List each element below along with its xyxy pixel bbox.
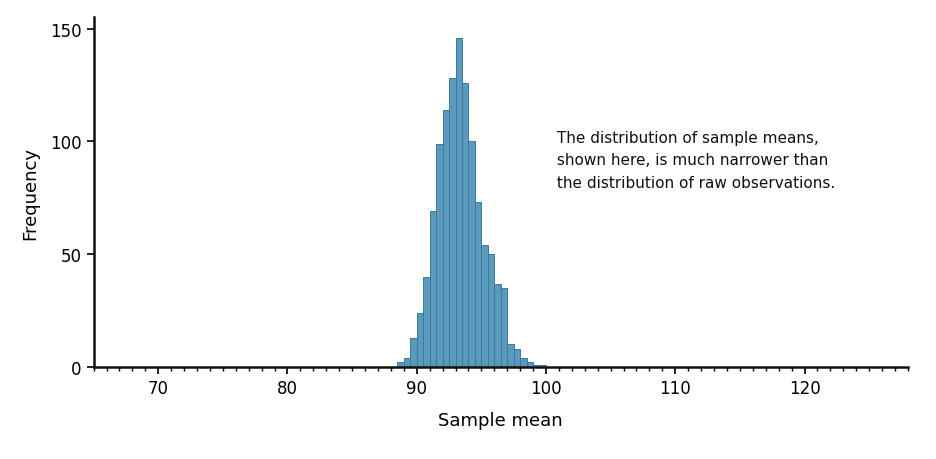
Bar xyxy=(443,111,449,367)
Bar xyxy=(488,255,494,367)
Bar xyxy=(449,79,456,367)
Bar xyxy=(534,365,539,367)
Bar xyxy=(481,246,488,367)
Bar xyxy=(410,338,417,367)
Bar xyxy=(520,358,527,367)
Y-axis label: Frequency: Frequency xyxy=(21,146,39,239)
Bar xyxy=(501,288,507,367)
Bar xyxy=(494,284,501,367)
Bar xyxy=(430,212,436,367)
Bar xyxy=(514,349,520,367)
Bar xyxy=(417,313,423,367)
Bar xyxy=(456,39,462,367)
Bar xyxy=(539,365,546,367)
Bar xyxy=(436,145,443,367)
X-axis label: Sample mean: Sample mean xyxy=(438,411,563,429)
Bar xyxy=(462,84,468,367)
Bar xyxy=(507,345,514,367)
Bar xyxy=(423,277,430,367)
Bar xyxy=(403,358,410,367)
Text: The distribution of sample means,
 shown here, is much narrower than
 the distri: The distribution of sample means, shown … xyxy=(552,131,836,190)
Bar xyxy=(468,142,475,367)
Bar xyxy=(527,363,534,367)
Bar xyxy=(398,363,403,367)
Bar xyxy=(475,203,481,367)
